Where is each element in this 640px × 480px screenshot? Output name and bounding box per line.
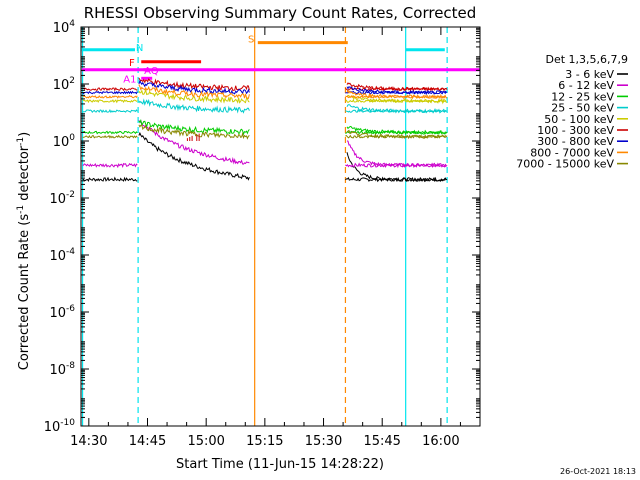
legend-label: 800 - 7000 keV [530, 146, 614, 159]
event-bar-label: S [248, 34, 254, 45]
legend-label: 12 - 25 keV [551, 90, 614, 103]
y-label-sup: -1 [16, 205, 26, 214]
y-label-tail: detector [17, 145, 32, 205]
legend-label: 25 - 50 keV [551, 102, 614, 115]
y-label-close: ) [17, 132, 32, 137]
series-line-late [346, 82, 446, 92]
y-label-main: Corrected Count Rate (s [17, 214, 32, 371]
olive-spikes [186, 133, 200, 141]
axes: 14:30 14:45 15:00 15:15 15:30 15:45 16:00 104 10… [44, 19, 481, 449]
series-line-late [346, 89, 447, 100]
series-7 [82, 84, 448, 100]
series-5 [82, 77, 448, 92]
y-tick-label: 100 [53, 133, 76, 150]
x-tick-label: 16:00 [422, 434, 459, 449]
series-line [82, 108, 448, 114]
series-line-flare [138, 131, 250, 181]
legend-label: 3 - 6 keV [565, 68, 614, 81]
series-line [82, 130, 448, 135]
x-tick-label: 14:30 [70, 434, 107, 449]
legend-label: 7000 - 15000 keV [516, 158, 614, 171]
series-line-late [346, 129, 446, 140]
legend-label: 300 - 800 keV [537, 135, 614, 148]
series-line-late [346, 94, 447, 105]
series-line-flare [138, 98, 250, 114]
y-tick-label: 10-8 [49, 361, 75, 378]
series-line [82, 90, 448, 95]
series-3 [82, 98, 448, 114]
event-bar-label: AQ [144, 66, 159, 77]
legend-title: Det 1,3,5,6,7,9 [545, 53, 628, 66]
y-tick-label: 10-6 [49, 304, 75, 321]
legend-label: 6 - 12 keV [558, 79, 614, 92]
event-bars: NF AQ A1 S [81, 34, 480, 85]
vertical-markers [81, 27, 448, 426]
y-tick-label: 10-4 [49, 247, 75, 264]
y-label-sup2: -1 [16, 137, 26, 146]
event-bar-label: F [129, 58, 135, 69]
series-line-flare [138, 88, 250, 104]
series-line-late [346, 125, 446, 135]
series-line [82, 94, 448, 99]
series-2 [82, 118, 448, 136]
x-tick-label: 15:00 [187, 434, 224, 449]
series-line-late [346, 152, 447, 183]
series-1 [82, 119, 448, 169]
svg-text:Corrected Count Rate (s-1 dete: Corrected Count Rate (s-1 detector-1) [16, 132, 32, 370]
y-tick-label: 104 [53, 19, 76, 36]
series-8 [82, 124, 448, 140]
series-lines [82, 77, 448, 183]
series-4 [82, 88, 448, 105]
legend-label: 100 - 300 keV [537, 124, 614, 137]
series-line-late [346, 140, 447, 169]
x-tick-label: 15:45 [363, 434, 400, 449]
series-line-flare [138, 124, 250, 140]
footer-timestamp: 26-Oct-2021 18:13 [560, 467, 636, 476]
x-axis-label: Start Time (11-Jun-15 14:28:22) [176, 457, 384, 472]
series-line-flare [138, 77, 250, 92]
series-line [82, 162, 448, 169]
y-axis-label: Corrected Count Rate (s-1 detector-1) [16, 132, 32, 370]
y-tick-label: 102 [53, 76, 75, 93]
x-tick-label: 15:30 [305, 434, 342, 449]
series-line-flare [138, 84, 250, 100]
x-tick-label: 15:15 [246, 434, 283, 449]
series-line [82, 99, 448, 104]
x-tick-label: 14:45 [129, 434, 166, 449]
series-line [82, 176, 448, 183]
legend-label: 50 - 100 keV [544, 113, 614, 126]
series-line-late [346, 85, 447, 96]
plot-frame [80, 26, 481, 427]
y-tick-label: 10-10 [44, 418, 76, 435]
event-bar-label: N [136, 43, 143, 54]
chart-title: RHESSI Observing Summary Count Rates, Co… [84, 4, 477, 22]
series-0 [82, 131, 448, 183]
series-line-late [346, 104, 447, 114]
series-line [82, 87, 448, 92]
y-tick-label: 10-2 [49, 190, 75, 207]
series-line-flare [138, 118, 250, 136]
event-bar-label: A1 [123, 74, 136, 85]
series-line-flare [138, 119, 250, 165]
